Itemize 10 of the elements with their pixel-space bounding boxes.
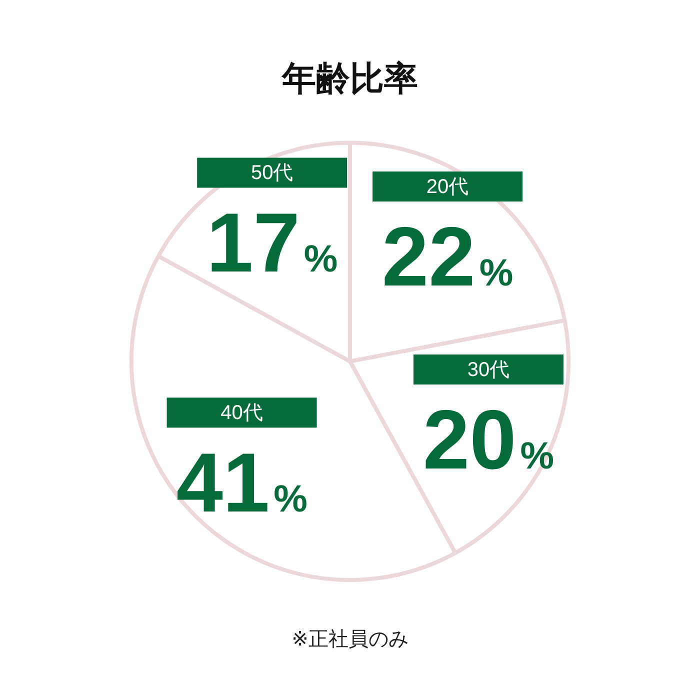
slice-label: 50代 — [250, 162, 294, 184]
data-label: 17% — [206, 196, 338, 290]
data-label: 20% — [422, 392, 554, 487]
data-label: 41% — [176, 436, 308, 530]
slice-label: 20代 — [426, 176, 469, 198]
slice-label: 40代 — [220, 402, 263, 424]
slice-label: 30代 — [467, 359, 510, 382]
data-label: 22% — [382, 209, 514, 304]
chart-title: 年齢比率 — [281, 60, 418, 98]
text: ※正社員のみ — [292, 628, 408, 651]
